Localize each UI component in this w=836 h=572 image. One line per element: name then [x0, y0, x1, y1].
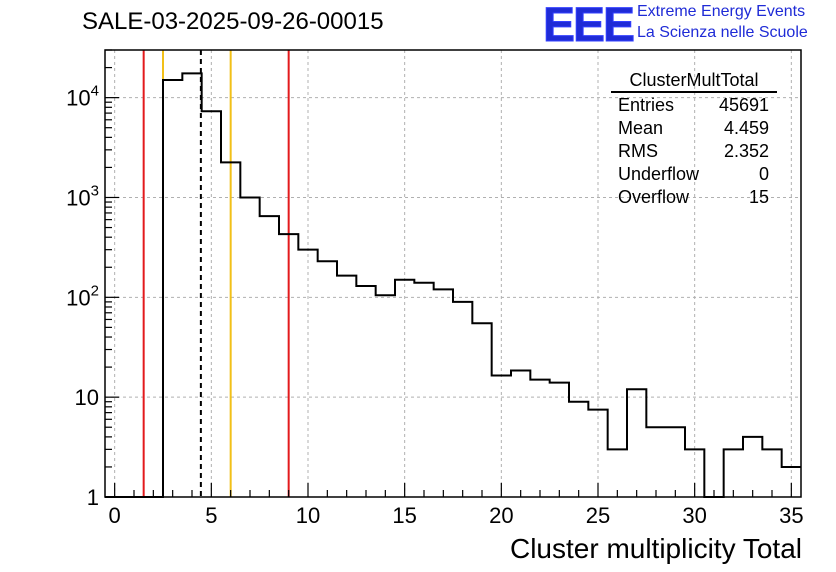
x-tick-label: 35 [779, 503, 803, 528]
y-tick-label: 1 [87, 485, 99, 510]
y-tick-label: 103 [66, 182, 99, 210]
x-tick-label: 15 [392, 503, 416, 528]
histogram-series [105, 72, 801, 498]
run-title: SALE-03-2025-09-26-00015 [82, 8, 384, 35]
x-axis-label: Cluster multiplicity Total [509, 533, 802, 564]
plot-frame [104, 49, 802, 498]
y-axis: 1 10 102 103 104 [66, 49, 119, 510]
stat-label: Underflow [618, 164, 700, 184]
stats-box: ClusterMultTotal Entries 45691 Mean 4.45… [611, 70, 777, 209]
stats-box-title: ClusterMultTotal [611, 70, 777, 93]
stat-value: 4.459 [723, 118, 769, 138]
x-tick-label: 5 [205, 503, 217, 528]
logo-text-line2: La Scienza nelle Scuole [637, 24, 808, 41]
logo-text-line1: Extreme Energy Events [637, 3, 806, 20]
stat-label: Entries [618, 95, 675, 115]
eee-logo: EEE [542, 0, 635, 52]
x-tick-label: 25 [586, 503, 610, 528]
stat-value: 0 [758, 164, 769, 184]
stat-label: Mean [618, 118, 664, 138]
stat-value: 2.352 [723, 141, 769, 161]
stat-value: 15 [748, 187, 769, 207]
y-tick-label: 104 [66, 83, 99, 111]
x-axis: 0 5 10 15 20 25 30 35 [109, 483, 804, 528]
x-tick-label: 30 [682, 503, 706, 528]
stat-row-overflow: Overflow 15 [611, 186, 777, 209]
stat-label: Overflow [618, 187, 690, 207]
stat-row-underflow: Underflow 0 [611, 163, 777, 186]
stat-row-entries: Entries 45691 [611, 94, 777, 117]
stat-row-mean: Mean 4.459 [611, 117, 777, 140]
marker-lines [142, 50, 290, 497]
x-tick-label: 20 [489, 503, 513, 528]
x-tick-label: 0 [109, 503, 121, 528]
x-tick-label: 10 [296, 503, 320, 528]
stat-label: RMS [618, 141, 658, 161]
stat-value: 45691 [718, 95, 769, 115]
y-tick-label: 102 [66, 282, 99, 310]
y-tick-label: 10 [75, 385, 99, 410]
stat-row-rms: RMS 2.352 [611, 140, 777, 163]
